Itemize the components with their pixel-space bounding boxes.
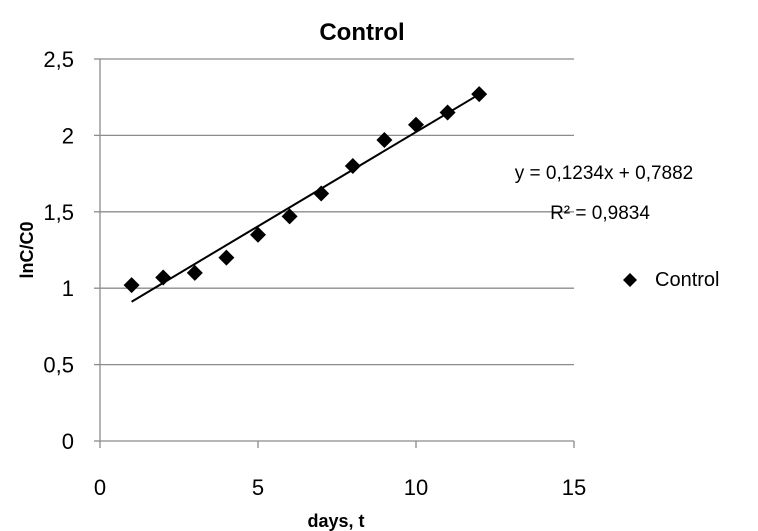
trendline-equation: y = 0,1234x + 0,7882 <box>515 163 694 184</box>
data-point-0-0 <box>123 277 140 294</box>
x-tick-labels: 0 5 10 15 <box>94 475 586 500</box>
y-tick-label-2: 1 <box>62 276 74 301</box>
x-tick-label-3: 15 <box>562 475 586 500</box>
y-axis-title: lnC/C0 <box>17 221 37 278</box>
y-tick-label-0: 0 <box>62 429 74 454</box>
legend-label: Control <box>655 269 719 291</box>
data-point-0-5 <box>281 208 298 225</box>
data-points <box>123 86 488 294</box>
data-point-0-2 <box>186 264 203 281</box>
x-tick-label-2: 10 <box>404 475 428 500</box>
x-axis-title: days, t <box>307 511 364 531</box>
data-point-0-8 <box>376 131 393 148</box>
trendline-layer <box>131 93 480 303</box>
grid-lines <box>100 58 574 366</box>
data-point-0-4 <box>250 226 266 243</box>
data-point-0-9 <box>408 116 424 133</box>
data-point-0-6 <box>313 185 330 202</box>
trendline-r-squared: R² = 0,9834 <box>550 203 650 224</box>
axes <box>94 58 575 448</box>
y-tick-label-4: 2 <box>62 123 74 148</box>
data-point-0-1 <box>155 269 172 286</box>
x-tick-label-0: 0 <box>94 475 106 500</box>
y-tick-label-1: 0,5 <box>43 353 74 378</box>
data-point-0-10 <box>439 104 456 121</box>
x-tick-label-1: 5 <box>252 475 264 500</box>
legend-marker <box>623 273 637 287</box>
chart-title: Control <box>319 19 404 46</box>
y-tick-label-3: 1,5 <box>43 200 74 225</box>
y-tick-labels: 0 0,5 1 1,5 2 2,5 <box>43 47 74 454</box>
trendline <box>131 93 480 303</box>
y-tick-label-5: 2,5 <box>43 47 74 72</box>
legend: Control <box>623 269 719 291</box>
data-point-0-11 <box>471 86 488 103</box>
data-point-0-3 <box>218 249 235 266</box>
data-point-0-7 <box>344 157 361 174</box>
